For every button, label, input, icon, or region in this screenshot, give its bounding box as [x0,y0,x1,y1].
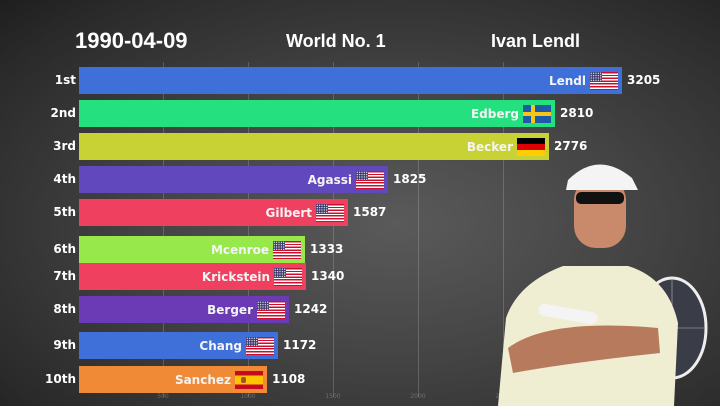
date-title: 1990-04-09 [75,28,188,53]
flag-us-icon [274,267,302,286]
rank-label: 3rd [53,139,76,153]
player-name: Lendl [548,73,586,88]
rank-label: 2nd [50,106,76,120]
rank-label: 7th [53,269,76,283]
points-value: 1825 [393,172,427,186]
bar-lendl: Lendl [79,67,622,94]
bar-krickstein: Krickstein [79,263,306,290]
points-value: 2810 [560,106,594,120]
player-name: Becker [466,139,513,154]
bar-edberg: Edberg [79,100,555,127]
flag-se-icon [523,104,551,123]
rank-label: 8th [53,302,76,316]
bar-mcenroe: Mcenroe [79,236,305,263]
player-photo [498,164,708,406]
gridline [333,62,334,397]
flag-es-icon [235,370,263,389]
x-tick: 2000 [410,393,426,400]
rank-label: 1st [54,73,76,87]
player-name: Chang [199,338,242,353]
points-value: 3205 [627,73,661,87]
points-value: 2776 [554,139,588,153]
points-value: 1172 [283,338,317,352]
flag-us-icon [273,240,301,259]
player-name: Krickstein [201,269,270,284]
rank-label: 10th [45,372,76,386]
world-no1-name: Ivan Lendl [491,31,581,51]
points-value: 1242 [294,302,328,316]
bar-becker: Becker [79,133,549,160]
bar-chang: Chang [79,332,278,359]
flag-us-icon [590,71,618,90]
bar-agassi: Agassi [79,166,388,193]
gridline [503,62,504,397]
bar-gilbert: Gilbert [79,199,348,226]
flag-de-icon [517,137,545,156]
gridline [163,62,164,397]
x-tick: 500 [157,393,169,400]
x-tick: 1500 [325,393,341,400]
player-name: Berger [207,302,253,317]
x-tick: 1000 [240,393,256,400]
gridline [248,62,249,397]
player-name: Sanchez [174,372,231,387]
bar-berger: Berger [79,296,289,323]
player-name: Edberg [470,106,519,121]
rank-label: 9th [53,338,76,352]
chart-subtitle: World No. 1 [286,31,386,51]
rank-label: 4th [53,172,76,186]
points-value: 1108 [272,372,306,386]
player-name: Agassi [307,172,352,187]
flag-us-icon [246,336,274,355]
flag-us-icon [356,170,384,189]
player-name: Mcenroe [210,242,269,257]
bar-sanchez: Sanchez [79,366,267,393]
flag-us-icon [316,203,344,222]
points-value: 1587 [353,205,387,219]
points-value: 1340 [311,269,345,283]
player-name: Gilbert [265,205,312,220]
gridline [418,62,419,397]
flag-us-icon [257,300,285,319]
points-value: 1333 [310,242,344,256]
rank-label: 6th [53,242,76,256]
rank-label: 5th [53,205,76,219]
